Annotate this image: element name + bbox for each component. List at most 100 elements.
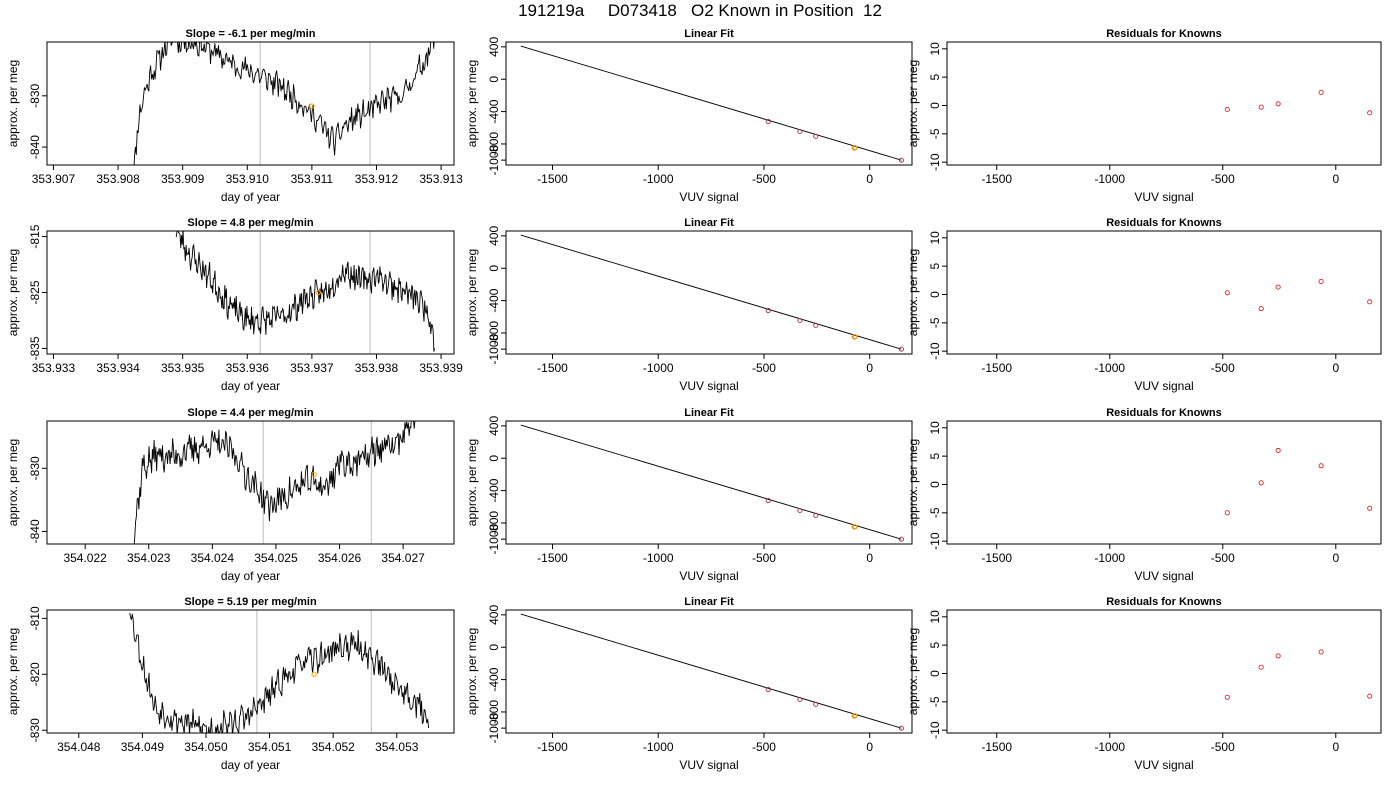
x-tick-label: -500 — [752, 740, 776, 754]
mean-marker — [311, 471, 317, 478]
panel-title: Linear Fit — [684, 596, 734, 608]
y-tick-label: -1000 — [487, 333, 501, 364]
y-tick-label: -835 — [28, 336, 42, 360]
panel-title: Linear Fit — [684, 217, 734, 229]
y-tick-label: -1000 — [487, 144, 501, 175]
x-tick-label: -1000 — [643, 172, 674, 186]
panel-title: Residuals for Knowns — [1106, 217, 1222, 229]
panel-title: Residuals for Knowns — [1106, 596, 1222, 608]
x-tick-label: 353.909 — [161, 172, 205, 186]
data-point — [1224, 694, 1230, 700]
y-axis-label: approx. per meg — [906, 249, 920, 336]
y-axis-label: approx. per meg — [6, 439, 20, 526]
data-point — [1258, 480, 1264, 486]
y-tick-label: 0 — [928, 291, 942, 298]
data-point — [1318, 463, 1324, 469]
data-point — [1258, 306, 1264, 312]
data-point — [1224, 290, 1230, 296]
y-tick-label: 0 — [928, 481, 942, 488]
plot-frame — [946, 230, 1382, 355]
x-axis-label: day of year — [221, 758, 280, 772]
y-tick-label: -5 — [928, 696, 942, 707]
data-point — [1367, 505, 1373, 511]
x-tick-label: -1000 — [643, 551, 674, 565]
panel-title: Slope = 4.8 per meg/min — [187, 217, 314, 229]
y-axis-label: approx. per meg — [465, 439, 479, 526]
y-axis-label: approx. per meg — [906, 628, 920, 715]
y-tick-label: -830 — [28, 83, 42, 107]
panel-title: Slope = 5.19 per meg/min — [184, 596, 317, 608]
x-tick-label: 354.027 — [381, 551, 425, 565]
y-tick-label: 400 — [487, 605, 501, 625]
y-tick-label: -10 — [928, 153, 942, 171]
x-tick-label: -1500 — [537, 551, 568, 565]
y-tick-label: 5 — [928, 73, 942, 80]
panel-timeseries-row-3: 354.022 354.023 354.024 354.025 354.026 354.0… — [6, 407, 455, 583]
data-point — [1367, 299, 1373, 305]
x-tick-label: -1000 — [643, 740, 674, 754]
x-tick-label: 354.023 — [127, 551, 171, 565]
plot-frame — [505, 41, 913, 166]
x-tick-label: 354.024 — [191, 551, 235, 565]
highlight-point — [851, 334, 858, 340]
x-axis-label: VUV signal — [1134, 569, 1193, 583]
y-tick-label: -800 — [487, 321, 501, 345]
y-tick-label: -800 — [487, 511, 501, 535]
x-tick-label: 353.911 — [291, 172, 334, 186]
y-tick-label: -5 — [928, 128, 942, 139]
y-axis-label: approx. per meg — [906, 439, 920, 526]
time-series-line — [175, 231, 436, 352]
data-point — [1275, 447, 1281, 454]
y-tick-label: -400 — [487, 99, 501, 123]
data-point — [765, 686, 771, 693]
x-axis-label: VUV signal — [679, 379, 738, 393]
y-tick-label: 5 — [928, 452, 942, 459]
x-tick-label: 353.934 — [96, 361, 140, 375]
y-tick-label: -5 — [928, 317, 942, 328]
x-tick-label: 0 — [866, 551, 873, 565]
y-axis-label: approx. per meg — [465, 249, 479, 336]
plot-frame — [46, 609, 455, 734]
data-point — [813, 512, 819, 518]
x-tick-label: -1500 — [981, 740, 1012, 754]
x-axis-label: VUV signal — [1134, 190, 1193, 204]
x-tick-label: -1000 — [1094, 551, 1125, 565]
x-tick-label: 353.937 — [290, 361, 334, 375]
time-series-line — [133, 42, 435, 165]
x-tick-label: -1500 — [537, 361, 568, 375]
plot-frame — [505, 609, 913, 734]
data-point — [1318, 89, 1324, 95]
data-point — [797, 317, 803, 324]
y-axis-label: approx. per meg — [465, 628, 479, 715]
x-tick-label: -500 — [1211, 551, 1235, 565]
data-point — [1318, 649, 1324, 655]
x-tick-label: 354.022 — [63, 551, 107, 565]
y-tick-label: -1000 — [487, 523, 501, 554]
x-tick-label: -1000 — [643, 361, 674, 375]
x-tick-label: 353.938 — [355, 361, 399, 375]
plot-frame — [46, 420, 455, 545]
x-tick-label: 354.049 — [121, 740, 165, 754]
x-tick-label: -500 — [752, 551, 776, 565]
x-tick-label: 354.051 — [248, 740, 292, 754]
plot-frame — [505, 230, 913, 355]
data-point — [1258, 664, 1264, 670]
data-point — [813, 322, 819, 328]
highlight-point — [851, 524, 858, 530]
x-tick-label: 353.939 — [419, 361, 463, 375]
y-tick-label: -820 — [28, 662, 42, 686]
x-tick-label: 354.048 — [57, 740, 101, 754]
panel-title: Linear Fit — [684, 407, 734, 419]
panel-title: Slope = 4.4 per meg/min — [187, 407, 314, 419]
x-axis-label: VUV signal — [679, 190, 738, 204]
y-tick-label: -5 — [928, 507, 942, 518]
mean-marker — [311, 671, 317, 677]
x-tick-label: -500 — [1211, 740, 1235, 754]
x-tick-label: -500 — [752, 361, 776, 375]
x-tick-label: 0 — [866, 361, 873, 375]
highlight-point — [851, 145, 858, 151]
x-tick-label: 0 — [1332, 172, 1339, 186]
x-tick-label: -500 — [1211, 172, 1235, 186]
